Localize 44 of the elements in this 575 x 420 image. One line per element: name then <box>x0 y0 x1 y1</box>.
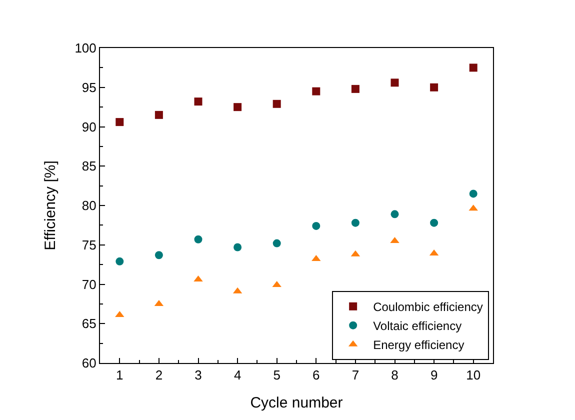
y-tick-label: 90 <box>82 119 96 134</box>
x-tick-label: 3 <box>194 368 202 383</box>
point <box>469 64 478 72</box>
point <box>194 235 202 244</box>
point <box>234 103 242 112</box>
point <box>116 257 124 266</box>
point <box>469 190 478 198</box>
point <box>272 239 281 248</box>
legend-label: Energy efficiency <box>373 338 464 352</box>
point <box>116 118 124 126</box>
x-tick-label: 5 <box>273 368 280 383</box>
point <box>194 98 202 106</box>
x-tick-label: 4 <box>234 368 242 383</box>
y-tick-label: 65 <box>82 316 96 332</box>
y-tick-label: 85 <box>82 158 96 174</box>
x-tick-label: 8 <box>391 368 398 383</box>
y-tick-label: 60 <box>82 356 96 371</box>
legend-label: Voltaic efficiency <box>373 319 462 334</box>
point <box>234 243 242 252</box>
point <box>351 218 360 227</box>
x-tick-label: 2 <box>155 368 163 383</box>
y-tick-label: 80 <box>82 198 96 214</box>
point <box>351 84 360 93</box>
point <box>430 218 438 227</box>
point <box>154 251 163 260</box>
y-tick-label: 75 <box>82 237 96 252</box>
x-tick-label: 9 <box>430 368 438 383</box>
point <box>390 78 399 87</box>
y-tick-label: 95 <box>82 80 96 95</box>
x-tick-label: 7 <box>352 368 360 383</box>
y-axis-title: Efficiency [%] <box>42 160 59 250</box>
legend-label: Coulombic efficiency <box>373 300 483 314</box>
point <box>272 100 281 108</box>
point <box>154 110 163 119</box>
x-tick-label: 1 <box>116 368 124 383</box>
y-tick-label: 100 <box>74 40 96 56</box>
point <box>312 222 320 230</box>
x-tick-label: 10 <box>466 368 481 383</box>
x-tick-label: 6 <box>312 368 320 383</box>
x-axis-title: Cycle number <box>250 394 343 412</box>
point <box>312 87 320 96</box>
point <box>390 210 399 218</box>
y-tick-label: 70 <box>82 276 96 292</box>
point <box>430 83 438 92</box>
